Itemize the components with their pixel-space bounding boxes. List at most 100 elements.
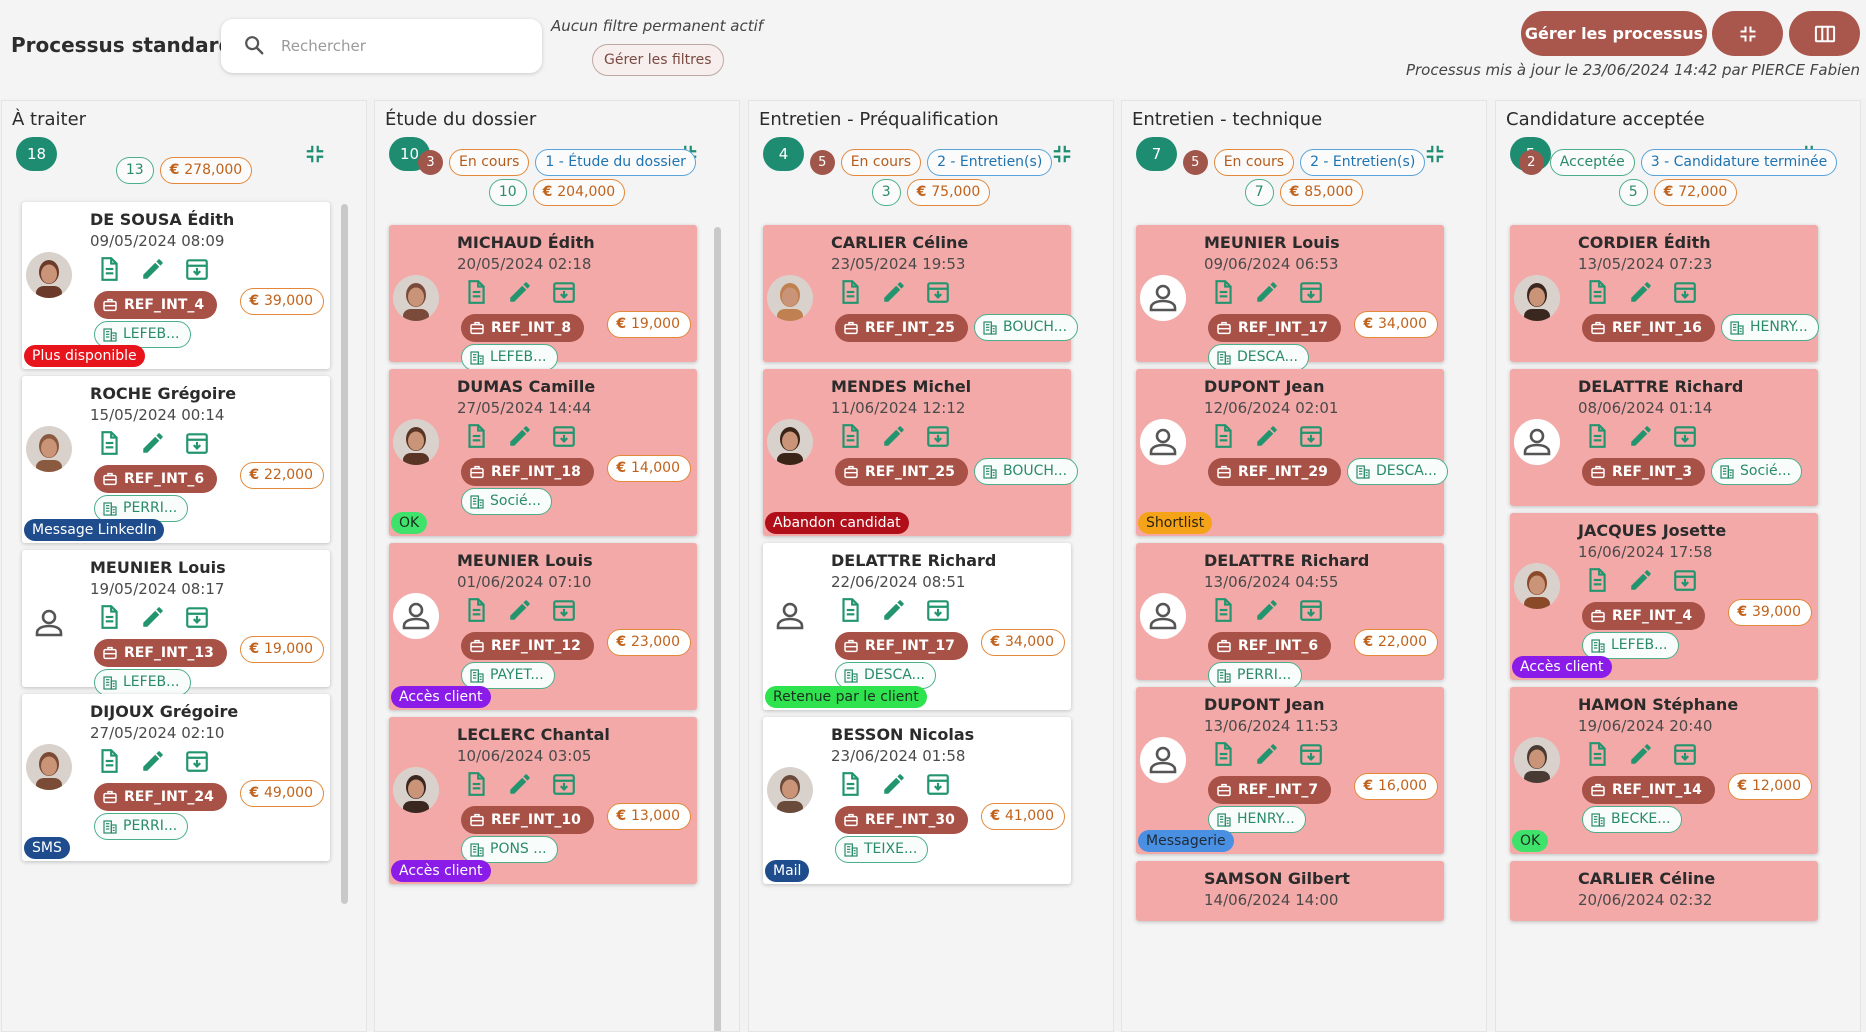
document-icon[interactable] — [463, 423, 489, 449]
company-chip[interactable]: HENRY... — [1208, 806, 1306, 833]
document-icon[interactable] — [96, 748, 122, 774]
status-chip[interactable]: Acceptée — [1549, 149, 1635, 176]
candidate-card[interactable]: MENDES Michel 11/06/2024 12:12 REF_INT_25 B… — [763, 369, 1079, 536]
columns-view-button[interactable] — [1789, 11, 1860, 56]
company-chip[interactable]: Socié... — [461, 488, 553, 515]
archive-icon[interactable] — [184, 430, 210, 456]
document-icon[interactable] — [837, 597, 863, 623]
search-input[interactable] — [281, 33, 521, 59]
step-chip[interactable]: 3 - Candidature terminée — [1640, 149, 1838, 176]
company-chip[interactable]: PERRI... — [94, 813, 189, 840]
candidate-card[interactable]: DIJOUX Grégoire 27/05/2024 02:10 REF_INT_2… — [22, 694, 330, 861]
collapse-icon[interactable] — [1424, 143, 1446, 165]
archive-icon[interactable] — [1298, 741, 1324, 767]
document-icon[interactable] — [463, 597, 489, 623]
reference-chip[interactable]: REF_INT_25 — [835, 458, 968, 486]
archive-icon[interactable] — [1298, 597, 1324, 623]
archive-icon[interactable] — [925, 423, 951, 449]
company-chip[interactable]: DESCA... — [1208, 344, 1309, 371]
candidate-card[interactable]: DUPONT Jean 13/06/2024 11:53 REF_INT_7 € 16… — [1136, 687, 1444, 854]
document-icon[interactable] — [463, 279, 489, 305]
pencil-icon[interactable] — [1628, 741, 1654, 767]
document-icon[interactable] — [1584, 423, 1610, 449]
company-chip[interactable]: LEFEB... — [94, 669, 191, 696]
reference-chip[interactable]: REF_INT_25 — [835, 314, 968, 342]
reference-chip[interactable]: REF_INT_12 — [461, 632, 594, 660]
archive-icon[interactable] — [1672, 567, 1698, 593]
document-icon[interactable] — [837, 423, 863, 449]
reference-chip[interactable]: REF_INT_6 — [1208, 632, 1332, 660]
archive-icon[interactable] — [1298, 279, 1324, 305]
candidate-card[interactable]: MEUNIER Louis 01/06/2024 07:10 REF_INT_12 €… — [389, 543, 697, 710]
company-chip[interactable]: PAYET... — [461, 662, 555, 689]
reference-chip[interactable]: REF_INT_29 — [1208, 458, 1341, 486]
status-chip[interactable]: En cours — [449, 149, 530, 176]
company-chip[interactable]: HENRY... — [1721, 314, 1819, 341]
pencil-icon[interactable] — [507, 423, 533, 449]
document-icon[interactable] — [1210, 423, 1236, 449]
company-chip[interactable]: PONS ... — [461, 836, 558, 863]
document-icon[interactable] — [96, 604, 122, 630]
reference-chip[interactable]: REF_INT_30 — [835, 806, 968, 834]
archive-icon[interactable] — [925, 771, 951, 797]
archive-icon[interactable] — [1672, 423, 1698, 449]
document-icon[interactable] — [96, 256, 122, 282]
collapse-icon[interactable] — [304, 143, 326, 165]
document-icon[interactable] — [96, 430, 122, 456]
company-chip[interactable]: LEFEB... — [1582, 632, 1679, 659]
document-icon[interactable] — [1210, 741, 1236, 767]
archive-icon[interactable] — [925, 597, 951, 623]
company-chip[interactable]: LEFEB... — [94, 321, 191, 348]
candidate-card[interactable]: DELATTRE Richard 08/06/2024 01:14 REF_INT_… — [1510, 369, 1818, 506]
pencil-icon[interactable] — [881, 771, 907, 797]
candidate-card[interactable]: MEUNIER Louis 19/05/2024 08:17 REF_INT_13 €… — [22, 550, 330, 696]
collapse-all-button[interactable] — [1712, 11, 1783, 56]
step-chip[interactable]: 1 - Étude du dossier — [535, 149, 696, 176]
pencil-icon[interactable] — [1628, 279, 1654, 305]
candidate-card[interactable]: DELATTRE Richard 22/06/2024 08:51 REF_INT_… — [763, 543, 1071, 710]
candidate-card[interactable]: DUPONT Jean 12/06/2024 02:01 REF_INT_29 DES… — [1136, 369, 1448, 536]
document-icon[interactable] — [837, 771, 863, 797]
document-icon[interactable] — [1584, 741, 1610, 767]
reference-chip[interactable]: REF_INT_18 — [461, 458, 594, 486]
pencil-icon[interactable] — [881, 279, 907, 305]
pencil-icon[interactable] — [140, 430, 166, 456]
candidate-card[interactable]: SAMSON Gilbert 14/06/2024 14:00 — [1136, 861, 1444, 921]
reference-chip[interactable]: REF_INT_7 — [1208, 776, 1332, 804]
pencil-icon[interactable] — [1254, 279, 1280, 305]
candidate-card[interactable]: CARLIER Céline 23/05/2024 19:53 REF_INT_25… — [763, 225, 1079, 362]
candidate-card[interactable]: DE SOUSA Édith 09/05/2024 08:09 REF_INT_4 €… — [22, 202, 330, 369]
manage-process-button[interactable]: Gérer les processus — [1521, 11, 1707, 56]
company-chip[interactable]: PERRI... — [94, 495, 189, 522]
document-icon[interactable] — [1210, 597, 1236, 623]
archive-icon[interactable] — [1672, 741, 1698, 767]
pencil-icon[interactable] — [507, 771, 533, 797]
company-chip[interactable]: Socié... — [1711, 458, 1803, 485]
reference-chip[interactable]: REF_INT_10 — [461, 806, 594, 834]
document-icon[interactable] — [1210, 279, 1236, 305]
reference-chip[interactable]: REF_INT_6 — [94, 465, 218, 493]
pencil-icon[interactable] — [1254, 423, 1280, 449]
reference-chip[interactable]: REF_INT_24 — [94, 783, 227, 811]
company-chip[interactable]: BECKE... — [1582, 806, 1682, 833]
company-chip[interactable]: DESCA... — [1347, 458, 1448, 485]
candidate-card[interactable]: DUMAS Camille 27/05/2024 14:44 REF_INT_18 €… — [389, 369, 697, 536]
archive-icon[interactable] — [551, 423, 577, 449]
archive-icon[interactable] — [1672, 279, 1698, 305]
pencil-icon[interactable] — [140, 256, 166, 282]
document-icon[interactable] — [837, 279, 863, 305]
candidate-card[interactable]: LECLERC Chantal 10/06/2024 03:05 REF_INT_1… — [389, 717, 697, 884]
archive-icon[interactable] — [1298, 423, 1324, 449]
archive-icon[interactable] — [184, 256, 210, 282]
pencil-icon[interactable] — [1628, 423, 1654, 449]
pencil-icon[interactable] — [140, 748, 166, 774]
company-chip[interactable]: LEFEB... — [461, 344, 558, 371]
column-scrollbar[interactable] — [714, 227, 721, 1031]
candidate-card[interactable]: ROCHE Grégoire 15/05/2024 00:14 REF_INT_6 €… — [22, 376, 330, 543]
pencil-icon[interactable] — [1254, 741, 1280, 767]
candidate-card[interactable]: MEUNIER Louis 09/06/2024 06:53 REF_INT_17 €… — [1136, 225, 1444, 371]
candidate-card[interactable]: MICHAUD Édith 20/05/2024 02:18 REF_INT_8 € … — [389, 225, 697, 371]
status-chip[interactable]: En cours — [1213, 149, 1295, 176]
pencil-icon[interactable] — [881, 423, 907, 449]
reference-chip[interactable]: REF_INT_4 — [94, 291, 218, 319]
